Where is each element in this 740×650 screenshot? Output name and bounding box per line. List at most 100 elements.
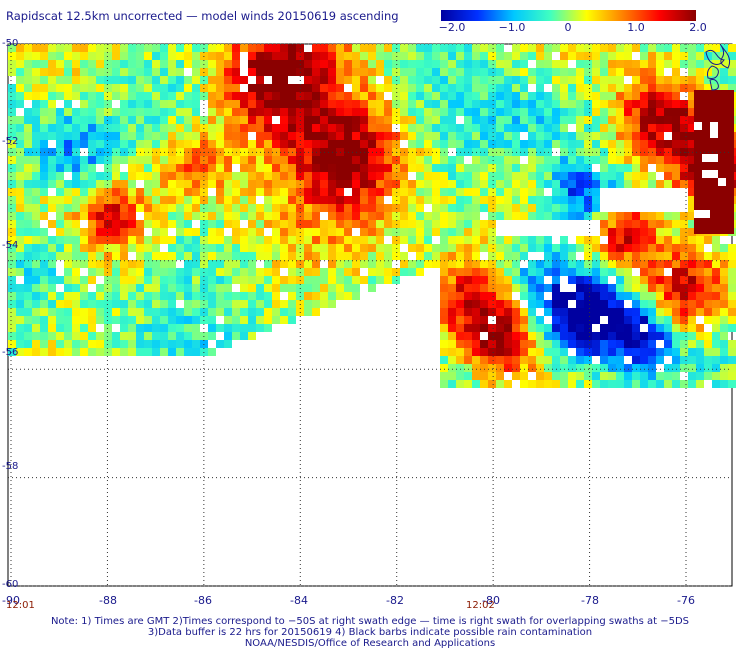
data-cell	[488, 276, 496, 284]
data-cell	[352, 164, 360, 172]
data-cell	[272, 132, 280, 140]
data-cell	[336, 52, 344, 60]
data-cell	[240, 252, 248, 260]
data-cell	[624, 332, 632, 340]
data-cell	[24, 324, 32, 332]
data-cell	[600, 92, 608, 100]
data-cell	[216, 252, 224, 260]
data-cell	[576, 316, 584, 324]
data-cell	[104, 156, 112, 164]
data-cell	[328, 132, 336, 140]
data-cell	[176, 332, 184, 340]
data-cell	[272, 260, 280, 268]
data-cell	[248, 180, 256, 188]
data-cell	[702, 146, 710, 154]
data-cell	[416, 44, 424, 52]
data-cell	[712, 276, 720, 284]
data-cell	[440, 100, 448, 108]
data-cell	[712, 268, 720, 276]
data-cell	[504, 340, 512, 348]
data-cell	[640, 300, 648, 308]
data-cell	[128, 300, 136, 308]
data-cell	[448, 244, 456, 252]
data-cell	[40, 284, 48, 292]
data-cell	[248, 84, 256, 92]
data-cell	[96, 252, 104, 260]
data-cell	[552, 76, 560, 84]
data-cell	[248, 212, 256, 220]
data-cell	[392, 84, 400, 92]
data-cell	[448, 196, 456, 204]
data-cell	[56, 276, 64, 284]
data-cell	[64, 140, 72, 148]
data-cell	[504, 292, 512, 300]
data-cell	[584, 196, 592, 204]
data-cell	[536, 356, 544, 364]
data-cell	[552, 212, 560, 220]
data-cell	[176, 340, 184, 348]
data-cell	[128, 92, 136, 100]
data-cell	[72, 220, 80, 228]
data-cell	[384, 228, 392, 236]
data-cell	[80, 116, 88, 124]
data-cell	[416, 204, 424, 212]
data-cell	[280, 108, 288, 116]
data-cell	[88, 84, 96, 92]
data-cell	[64, 204, 72, 212]
data-cell	[312, 260, 320, 268]
data-cell	[152, 132, 160, 140]
data-cell	[552, 188, 560, 196]
data-cell	[208, 284, 216, 292]
data-cell	[584, 108, 592, 116]
data-cell	[704, 340, 712, 348]
data-cell	[248, 236, 256, 244]
data-cell	[584, 252, 592, 260]
data-cell	[576, 116, 584, 124]
data-cell	[664, 228, 672, 236]
data-cell	[304, 236, 312, 244]
data-cell	[608, 44, 616, 52]
data-cell	[208, 156, 216, 164]
data-cell	[304, 84, 312, 92]
data-cell	[24, 276, 32, 284]
data-cell	[488, 68, 496, 76]
data-cell	[120, 324, 128, 332]
data-cell	[64, 212, 72, 220]
data-cell	[152, 180, 160, 188]
data-cell	[168, 332, 176, 340]
data-cell	[624, 316, 632, 324]
data-cell	[584, 324, 592, 332]
data-cell	[288, 268, 296, 276]
data-cell	[152, 172, 160, 180]
data-cell	[616, 164, 624, 172]
data-cell	[656, 132, 664, 140]
colorbar-tick: −1.0	[498, 21, 526, 34]
data-cell	[680, 244, 688, 252]
data-cell	[694, 130, 702, 138]
data-cell	[720, 260, 728, 268]
data-cell	[312, 52, 320, 60]
data-cell	[184, 132, 192, 140]
data-cell	[400, 68, 408, 76]
data-cell	[160, 84, 168, 92]
data-cell	[216, 228, 224, 236]
data-cell	[96, 84, 104, 92]
data-cell	[48, 252, 56, 260]
data-cell	[648, 244, 656, 252]
data-cell	[488, 380, 496, 388]
data-cell	[88, 44, 96, 52]
data-cell	[352, 244, 360, 252]
data-cell	[560, 300, 568, 308]
data-cell	[488, 308, 496, 316]
data-cell	[584, 372, 592, 380]
data-cell	[376, 244, 384, 252]
data-cell	[288, 228, 296, 236]
data-cell	[680, 236, 688, 244]
data-cell	[80, 60, 88, 68]
data-cell	[272, 76, 280, 84]
data-cell	[710, 130, 718, 138]
data-cell	[424, 228, 432, 236]
data-cell	[272, 84, 280, 92]
data-cell	[552, 364, 560, 372]
data-cell	[568, 92, 576, 100]
